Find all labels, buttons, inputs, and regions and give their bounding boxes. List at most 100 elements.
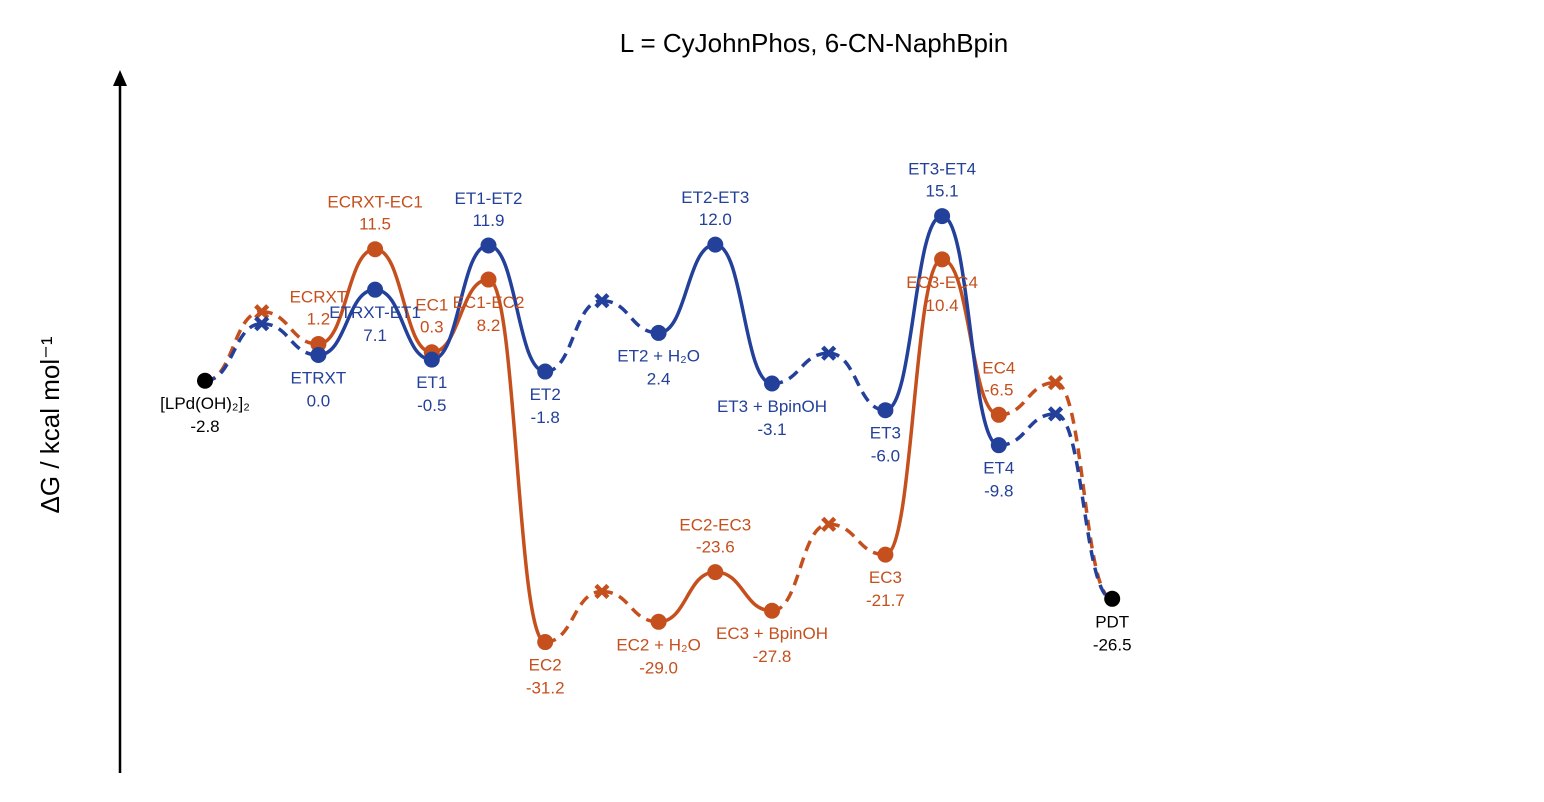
value-label: -9.8 [984, 482, 1013, 501]
point-label: EC1 [415, 296, 448, 315]
profile-segment [828, 351, 886, 412]
value-label: 7.1 [363, 326, 387, 345]
value-label: -23.6 [696, 538, 735, 557]
point-label: ET4 [983, 459, 1014, 478]
profile-segment [374, 287, 433, 362]
value-label: -27.8 [753, 647, 792, 666]
point-label: EC4 [982, 358, 1015, 377]
y-axis-label: ΔG / kcal mol⁻¹ [35, 336, 65, 513]
value-label: -1.8 [531, 408, 560, 427]
cross-marker [594, 293, 610, 309]
profile-segment [1054, 380, 1113, 601]
profile-segment [544, 298, 603, 374]
point-label: EC2 + H₂O [616, 635, 701, 654]
profile-segment [431, 277, 489, 354]
profile-segment [828, 522, 886, 557]
point-label: ET3-ET4 [908, 160, 976, 179]
profile-segment [658, 570, 716, 624]
point-label: EC1-EC2 [453, 293, 525, 312]
point-label: ET3 [870, 424, 901, 443]
state-marker [650, 324, 667, 341]
value-label: 0.0 [307, 391, 331, 410]
state-marker [367, 281, 384, 298]
state-marker [423, 351, 440, 368]
profile-segment [884, 257, 943, 557]
state-marker [537, 634, 554, 651]
cross-marker [254, 316, 270, 332]
profile-segment [658, 242, 716, 335]
point-label: ET2-ET3 [681, 188, 749, 207]
point-label: ETRXT-ET1 [329, 303, 421, 322]
cross-marker [254, 304, 270, 320]
state-marker [310, 347, 327, 363]
profile-segment [771, 522, 830, 613]
profile-segment [204, 310, 262, 383]
profile-segment [431, 243, 489, 362]
state-marker [934, 251, 951, 268]
value-label: -29.0 [639, 658, 678, 677]
cross-marker [821, 345, 837, 361]
value-label: -3.1 [757, 420, 786, 439]
point-label: ET1-ET2 [454, 189, 522, 208]
state-marker [480, 271, 497, 288]
state-marker [310, 335, 327, 352]
value-label: -21.7 [866, 591, 905, 610]
state-marker [367, 241, 384, 258]
point-label: PDT [1095, 612, 1129, 631]
value-label: 12.0 [699, 210, 732, 229]
profile-segment [544, 589, 603, 644]
state-marker [707, 236, 724, 253]
profile-segment [488, 243, 546, 374]
profile-segment [1054, 412, 1113, 601]
value-label: -26.5 [1093, 635, 1132, 654]
profile-segment [998, 412, 1056, 447]
point-label: EC3-EC4 [906, 273, 978, 292]
profile-segment [204, 321, 262, 383]
point-label: ECRXT-EC1 [327, 193, 422, 212]
point-label: EC2 [529, 656, 562, 675]
point-label: ECRXT [290, 287, 348, 306]
point-label: ET3 + BpinOH [717, 397, 827, 416]
state-marker [764, 375, 780, 392]
profile-segment [487, 277, 547, 644]
profile-segment [771, 351, 829, 386]
state-marker [537, 363, 554, 380]
value-label: 0.3 [420, 318, 444, 337]
cross-marker [1047, 375, 1064, 391]
cross-marker [821, 516, 837, 532]
profile-segment [714, 242, 773, 386]
profile-segment [374, 247, 433, 354]
value-label: 1.2 [307, 309, 331, 328]
state-marker [990, 406, 1007, 423]
value-label: -6.0 [871, 447, 900, 466]
state-marker [707, 564, 724, 581]
point-label: EC3 + BpinOH [716, 624, 828, 643]
state-marker [877, 546, 894, 563]
state-marker [934, 208, 951, 225]
point-label: ETRXT [291, 368, 347, 387]
endpoint-marker [197, 372, 213, 389]
value-label: -31.2 [526, 679, 565, 698]
value-label: -2.8 [190, 417, 219, 436]
cross-marker [594, 583, 610, 600]
profile-segment [884, 214, 943, 412]
state-marker [764, 602, 780, 619]
value-label: 11.5 [359, 215, 391, 234]
point-label: ET1 [416, 373, 447, 392]
chart-title: L = CyJohnPhos, 6-CN-NaphBpin [620, 28, 1009, 58]
endpoint-marker [1104, 590, 1121, 607]
value-label: -0.5 [417, 396, 446, 415]
state-marker [877, 402, 894, 419]
value-label: 8.2 [477, 316, 501, 335]
state-marker [650, 613, 667, 630]
point-label: ET2 + H₂O [617, 346, 700, 365]
state-marker [480, 237, 497, 254]
point-label: EC2-EC3 [679, 516, 751, 535]
value-label: 11.9 [473, 211, 505, 230]
profile-segment [601, 298, 659, 335]
profile-segment [318, 287, 376, 357]
y-axis-arrow [113, 70, 127, 86]
value-label: -6.5 [984, 380, 1013, 399]
point-label: EC3 [869, 568, 902, 587]
